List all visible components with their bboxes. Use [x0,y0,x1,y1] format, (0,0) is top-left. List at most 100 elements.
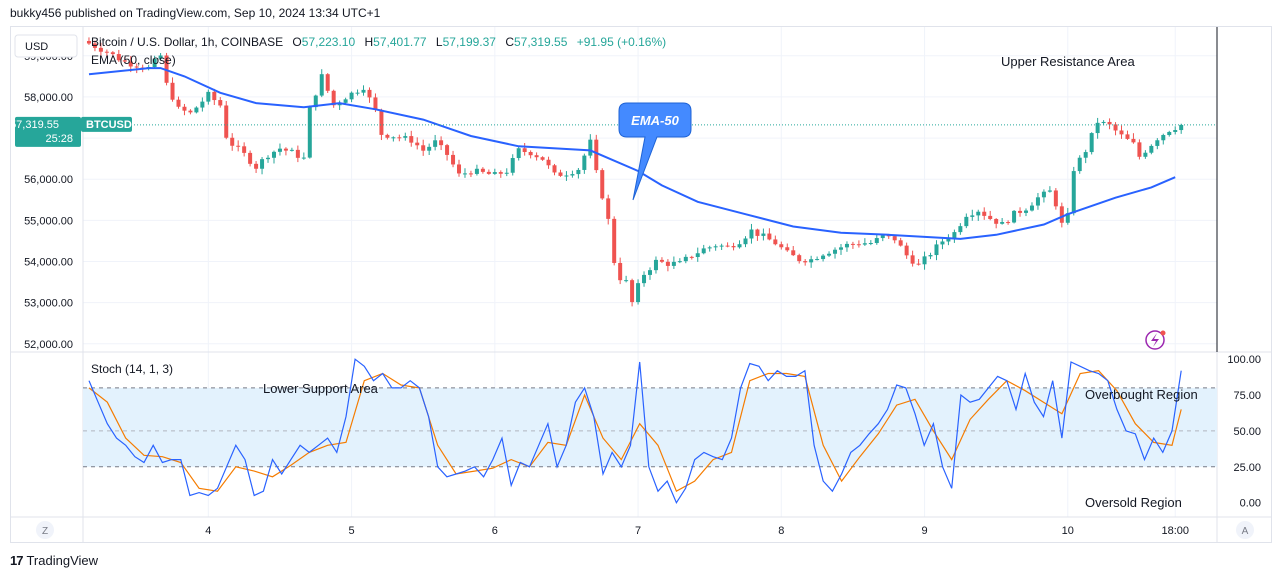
stoch-k-line [88,358,1182,504]
time-tick-label: 7 [635,525,641,537]
last-price-tag: 57,319.55 25:28 BTCUSD [10,116,132,147]
candle-body [1107,121,1112,125]
candle-body [940,241,945,245]
candle-body [1101,121,1106,123]
candle-body [815,259,820,261]
candle-body [1035,197,1040,206]
candle-body [1029,205,1034,211]
stoch-axis[interactable]: 100.00 75.00 50.00 25.00 0.00 [1227,354,1261,509]
candle-body [868,243,873,245]
last-price-value: 57,319.55 [11,119,59,131]
candle-body [600,170,605,199]
candle-body [194,107,199,113]
candle-body [1047,190,1052,192]
candle-body [642,274,647,284]
ema-callout[interactable]: EMA-50 [618,102,692,201]
ohlc-high: 57,401.77 [373,35,427,49]
candle-body [415,142,420,146]
price-tick-label: 58,000.00 [24,92,73,104]
candle-body [301,157,306,159]
candle-body [797,255,802,262]
candle-body [468,173,473,175]
candle-body [474,168,479,174]
time-tick-label: 5 [349,525,355,537]
candle-body [636,283,641,303]
candle-body [898,240,903,246]
ticker-tag: BTCUSD [86,119,132,131]
candle-body [1119,130,1124,135]
lightning-icon[interactable] [1145,330,1166,350]
candle-body [98,47,103,52]
candle-body [122,60,127,62]
candle-body [230,137,235,146]
candle-body [343,99,348,103]
candle-body [630,280,635,303]
main-legend[interactable]: Bitcoin / U.S. Dollar, 1h, COINBASE O57,… [91,35,666,67]
candle-body [552,165,557,173]
time-tick-label: 18:00 [1161,525,1189,537]
candle-body [92,43,97,48]
auto-scale-right-button[interactable]: A [1236,521,1254,539]
candle-body [534,155,539,158]
candle-body [439,140,444,146]
chart-frame: 59,000.0058,000.0057,000.0056,000.0055,0… [10,26,1272,543]
candle-body [546,159,551,166]
candle-body [182,106,187,111]
candle-body [1167,131,1172,136]
candle-body [283,148,288,151]
candle-body [1113,124,1118,131]
candle-body [206,91,211,102]
candle-body [516,148,521,159]
candle-body [922,256,927,265]
candle-body [158,55,163,59]
candle-body [355,92,360,94]
candle-body [701,248,706,254]
candle-body [451,154,456,165]
time-axis[interactable]: 4 5 6 7 8 9 10 18:00 [205,525,1189,537]
candle-body [719,245,724,247]
candle-body [970,215,975,217]
price-tick-label: 56,000.00 [24,174,73,186]
auto-scale-left-button[interactable]: Z [36,521,54,539]
candle-body [910,255,915,264]
price-tick-label: 53,000.00 [24,298,73,310]
candle-body [331,90,336,106]
candle-body [612,218,617,263]
candle-body [767,233,772,240]
candle-body [1089,133,1094,153]
symbol-description: Bitcoin / U.S. Dollar, 1h, COINBASE [91,35,283,49]
oversold-label: Oversold Region [1085,495,1182,510]
tradingview-logo[interactable]: 17 TradingView [10,553,98,568]
candle-body [409,136,414,143]
currency-button[interactable]: USD [14,34,78,58]
candle-body [648,270,652,275]
stoch-tick-label: 100.00 [1227,354,1261,366]
candle-body [248,152,253,164]
stoch-band [83,387,1217,467]
price-change: +91.95 (+0.16%) [577,35,666,49]
candle-body [844,243,849,248]
chart-canvas[interactable]: 59,000.0058,000.0057,000.0056,000.0055,0… [10,27,1271,542]
candle-body [689,256,694,258]
ohlc-c-label: C [505,35,514,49]
candle-body [1065,213,1070,223]
candle-body [982,211,987,216]
tradingview-mark-icon: 17 [10,553,24,568]
candle-body [707,247,712,249]
candle-body [749,229,754,239]
candle-body [827,253,832,256]
candle-body [803,261,808,263]
candle-body [952,232,957,239]
price-tick-label: 54,000.00 [24,256,73,268]
axis-z-label: Z [42,526,48,537]
candle-body [892,236,897,241]
stoch-legend[interactable]: Stoch (14, 1, 3) [91,362,173,376]
candle-body [385,134,390,138]
candle-body [1149,145,1154,153]
upper-resistance-label: Upper Resistance Area [1001,54,1135,69]
candle-body [325,74,330,91]
candle-body [1143,152,1148,157]
price-axis[interactable]: 59,000.0058,000.0057,000.0056,000.0055,0… [24,51,73,351]
candle-body [856,244,861,246]
candle-body [725,245,730,247]
